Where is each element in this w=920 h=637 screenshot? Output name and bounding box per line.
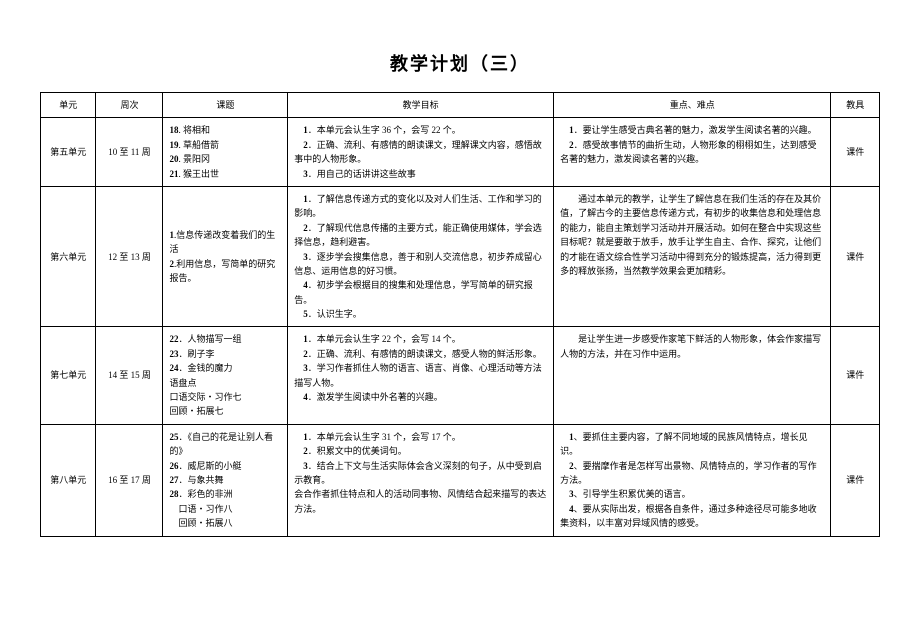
- cell-topic: 18. 将相和19. 草船借箭20. 景阳冈21. 猴王出世: [163, 118, 288, 187]
- cell-week: 12 至 13 周: [96, 186, 163, 327]
- cell-diff: 是让学生进一步感受作家笔下鲜活的人物形象，体会作家描写人物的方法，并在习作中运用…: [554, 327, 831, 424]
- page-title: 教学计划（三）: [40, 50, 880, 76]
- table-header-row: 单元 周次 课题 教学目标 重点、难点 教具: [41, 93, 880, 118]
- header-diff: 重点、难点: [554, 93, 831, 118]
- cell-goal: 1．了解信息传递方式的变化以及对人们生活、工作和学习的影响。 2．了解现代信息传…: [288, 186, 554, 327]
- cell-tool: 课件: [831, 118, 880, 187]
- teaching-plan-table: 单元 周次 课题 教学目标 重点、难点 教具 第五单元10 至 11 周18. …: [40, 92, 880, 537]
- cell-goal: 1．本单元会认生字 36 个，会写 22 个。 2．正确、流利、有感情的朗读课文…: [288, 118, 554, 187]
- table-row: 第六单元12 至 13 周1.信息传递改变着我们的生活2.利用信息，写简单的研究…: [41, 186, 880, 327]
- header-topic: 课题: [163, 93, 288, 118]
- cell-goal: 1．本单元会认生字 31 个，会写 17 个。 2．积累文中的优美词句。 3．结…: [288, 424, 554, 536]
- cell-topic: 25．《自己的花是让别人看的》26．威尼斯的小艇27．与象共舞28．彩色的非洲 …: [163, 424, 288, 536]
- cell-topic: 1.信息传递改变着我们的生活2.利用信息，写简单的研究报告。: [163, 186, 288, 327]
- header-week: 周次: [96, 93, 163, 118]
- cell-tool: 课件: [831, 327, 880, 424]
- table-row: 第五单元10 至 11 周18. 将相和19. 草船借箭20. 景阳冈21. 猴…: [41, 118, 880, 187]
- cell-diff: 1、要抓住主要内容，了解不同地域的民族风情特点，增长见识。 2、要揣摩作者是怎样…: [554, 424, 831, 536]
- cell-diff: 通过本单元的教学，让学生了解信息在我们生活的存在及其价值，了解古今的主要信息传递…: [554, 186, 831, 327]
- cell-tool: 课件: [831, 186, 880, 327]
- cell-unit: 第八单元: [41, 424, 96, 536]
- cell-unit: 第七单元: [41, 327, 96, 424]
- cell-week: 10 至 11 周: [96, 118, 163, 187]
- cell-goal: 1．本单元会认生字 22 个，会写 14 个。 2．正确、流利、有感情的朗读课文…: [288, 327, 554, 424]
- table-row: 第八单元16 至 17 周25．《自己的花是让别人看的》26．威尼斯的小艇27．…: [41, 424, 880, 536]
- header-goal: 教学目标: [288, 93, 554, 118]
- cell-unit: 第五单元: [41, 118, 96, 187]
- header-tool: 教具: [831, 93, 880, 118]
- cell-week: 16 至 17 周: [96, 424, 163, 536]
- cell-diff: 1．要让学生感受古典名著的魅力，激发学生阅读名著的兴趣。 2．感受故事情节的曲折…: [554, 118, 831, 187]
- cell-topic: 22．人物描写一组23．刷子李24．金钱的魔力语盘点口语交际・习作七回顾・拓展七: [163, 327, 288, 424]
- cell-week: 14 至 15 周: [96, 327, 163, 424]
- cell-tool: 课件: [831, 424, 880, 536]
- header-unit: 单元: [41, 93, 96, 118]
- table-row: 第七单元14 至 15 周22．人物描写一组23．刷子李24．金钱的魔力语盘点口…: [41, 327, 880, 424]
- cell-unit: 第六单元: [41, 186, 96, 327]
